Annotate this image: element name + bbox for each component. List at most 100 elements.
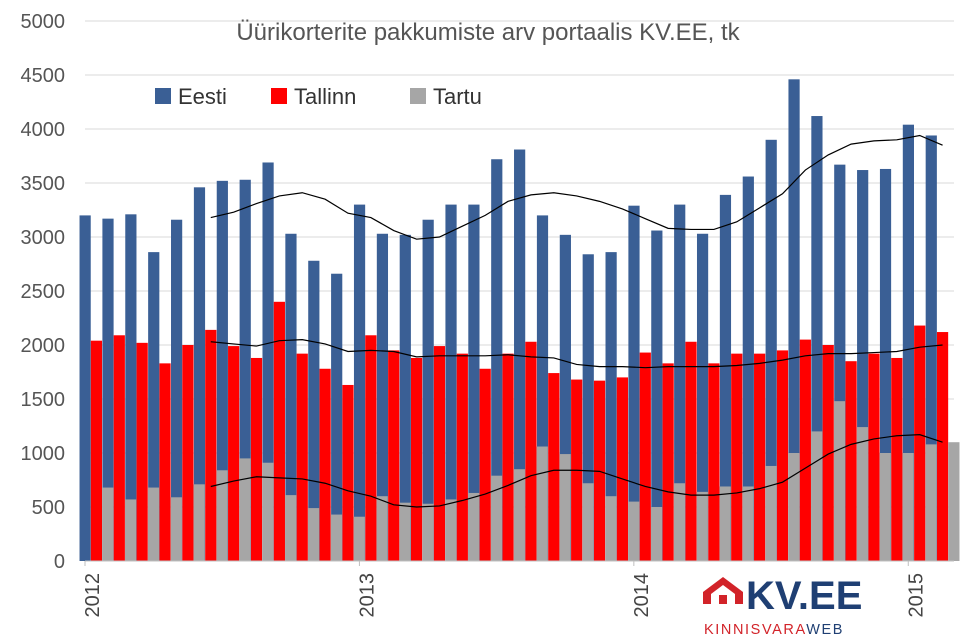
bar-tallinn <box>799 339 811 561</box>
bar-tallinn <box>639 352 651 561</box>
bar-tallinn <box>250 357 263 561</box>
bar-tallinn <box>273 301 285 561</box>
bar-tallinn <box>868 353 880 561</box>
bar-tartu <box>490 475 503 561</box>
y-tick-label: 500 <box>32 497 65 519</box>
bar-tallinn <box>182 345 194 561</box>
bar-eesti <box>834 164 846 561</box>
bar-eesti <box>171 219 183 561</box>
bar-eesti <box>422 219 434 561</box>
legend-swatch-eesti <box>155 88 171 104</box>
bar-eesti <box>102 218 114 561</box>
bar-eesti <box>308 260 320 561</box>
bar-tartu <box>239 458 251 561</box>
bar-eesti <box>491 159 503 562</box>
bar-tartu <box>125 499 137 561</box>
bar-tartu <box>582 483 594 561</box>
legend-label-tartu: Tartu <box>433 84 482 109</box>
bar-tartu <box>513 469 525 561</box>
bar-eesti <box>125 214 137 561</box>
bar-eesti <box>628 205 640 561</box>
trend-line-eesti <box>210 134 943 240</box>
bar-tallinn <box>456 353 468 561</box>
bar-tartu <box>353 516 365 561</box>
bar-tallinn <box>708 363 720 561</box>
bar-tartu <box>742 486 754 561</box>
bar-tartu <box>650 507 663 561</box>
bar-eesti <box>925 135 937 562</box>
bar-tallinn <box>525 341 537 561</box>
bar-eesti <box>148 252 160 561</box>
bar-tartu <box>170 497 182 561</box>
bar-tartu <box>811 431 823 561</box>
bar-eesti <box>902 124 914 562</box>
bar-tartu <box>422 503 434 561</box>
bar-tartu <box>628 501 640 561</box>
bar-tartu <box>765 465 777 561</box>
bar-tallinn <box>159 363 171 561</box>
bar-eesti <box>674 204 686 561</box>
bar-tartu <box>833 401 846 561</box>
y-tick-label: 4500 <box>21 65 66 87</box>
bar-tallinn <box>433 346 446 561</box>
bar-tartu <box>330 514 343 561</box>
bar-eesti <box>742 176 754 561</box>
x-tick-label: 2014 <box>631 573 653 618</box>
bar-tallinn <box>296 353 308 561</box>
bar-eesti <box>696 233 709 561</box>
bar-eesti <box>536 215 549 561</box>
bar-tallinn <box>228 346 240 561</box>
bar-tallinn <box>548 373 560 561</box>
bar-eesti <box>331 273 343 561</box>
bar-eesti <box>285 233 297 561</box>
legend-label-tallinn: Tallinn <box>294 84 356 109</box>
bar-tartu <box>788 453 800 561</box>
y-tick-label: 0 <box>54 551 65 573</box>
bar-tallinn <box>136 342 148 561</box>
y-axis-ticks: 0 500 1000 1500 2000 2500 3000 3500 4000 4500 5000 <box>21 11 66 573</box>
bar-eesti <box>811 116 823 561</box>
bar-tallinn <box>388 350 400 561</box>
bar-tartu <box>879 453 891 561</box>
bar-eesti <box>468 204 480 561</box>
bar-eesti <box>399 234 411 561</box>
house-icon <box>703 577 743 604</box>
kv-ee-logo: KV.EE KINNISVARAWEB <box>703 574 862 638</box>
bar-tartu <box>376 496 388 561</box>
bar-tallinn <box>822 345 834 561</box>
bar-eesti <box>788 79 800 561</box>
bar-eesti <box>376 233 389 561</box>
bar-tartu <box>216 470 228 561</box>
trend-line-tartu <box>210 434 943 508</box>
bar-eesti <box>765 139 777 562</box>
chart-title: Üürikorterite pakkumiste arv portaalis K… <box>236 19 740 46</box>
bar-tartu <box>696 491 708 561</box>
y-tick-label: 1000 <box>21 443 66 465</box>
bar-eesti <box>262 162 274 562</box>
bar-tallinn <box>776 350 789 561</box>
legend: Eesti Tallinn Tartu <box>155 84 482 109</box>
bar-tartu <box>445 499 457 561</box>
bar-tartu <box>948 442 960 561</box>
bar-tallinn <box>685 341 697 561</box>
bar-tartu <box>193 484 205 561</box>
legend-label-eesti: Eesti <box>178 84 227 109</box>
bar-tartu <box>399 502 411 561</box>
trend-line-tallinn <box>210 338 943 369</box>
logo-tagline: KINNISVARAWEB <box>704 622 844 638</box>
y-tick-label: 3500 <box>21 173 66 195</box>
bar-tallinn <box>754 353 766 561</box>
x-tick-label: 2013 <box>356 573 378 618</box>
bar-eesti <box>445 204 457 561</box>
bar-tartu <box>285 495 297 561</box>
bar-tartu <box>673 483 686 561</box>
bar-tartu <box>468 492 480 561</box>
bar-eesti <box>651 230 663 561</box>
bar-tallinn <box>914 325 926 561</box>
bar-eesti <box>857 170 869 562</box>
bar-tallinn <box>319 368 331 561</box>
bar-tallinn <box>205 329 217 561</box>
bar-eesti <box>193 187 206 561</box>
x-tick-label: 2012 <box>82 573 104 618</box>
bar-tartu <box>262 462 274 561</box>
